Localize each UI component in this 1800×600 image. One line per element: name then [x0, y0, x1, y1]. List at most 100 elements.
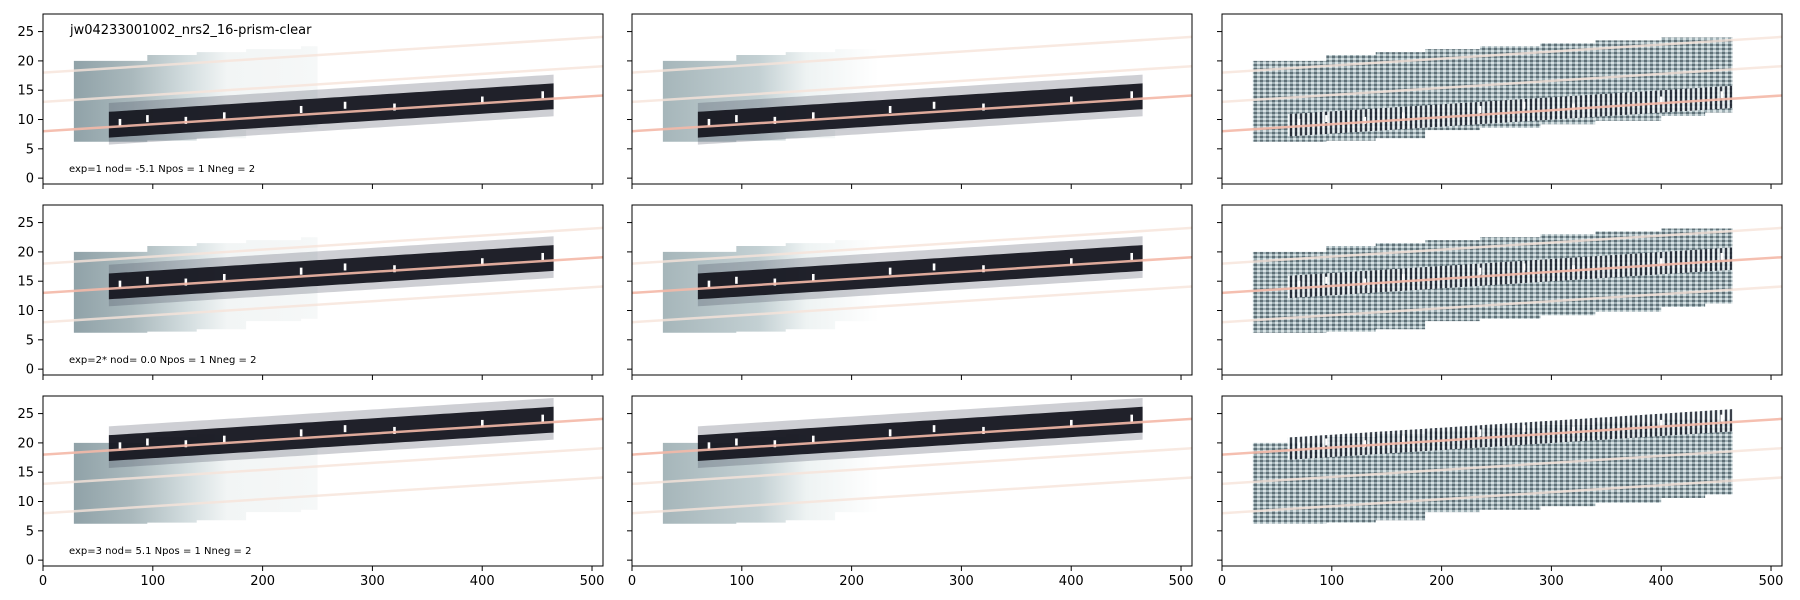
trace-line: [43, 446, 603, 486]
row-annotation: exp=3 nod= 5.1 Npos = 1 Nneg = 2: [69, 546, 251, 557]
trace-line: [1222, 476, 1782, 515]
residual-band: [1287, 247, 1733, 299]
x-tick-label: 500: [1169, 574, 1194, 589]
slit-marker: [184, 116, 188, 124]
slit-marker: [1522, 425, 1526, 433]
residual-band: [1287, 409, 1733, 460]
trace-line: [43, 226, 603, 265]
slit-marker: [118, 280, 122, 288]
slit-marker: [1130, 252, 1134, 260]
slit-marker: [1522, 263, 1526, 271]
trace-line: [43, 285, 603, 324]
x-tick-label: 300: [1539, 574, 1564, 589]
slit-marker: [541, 252, 545, 260]
y-tick-label: 20: [17, 436, 34, 451]
slit-marker: [222, 435, 226, 443]
panel-frame: [631, 13, 1193, 185]
slit-marker: [1297, 280, 1301, 288]
slit-marker: [1070, 419, 1073, 427]
x-tick-label: 200: [839, 574, 864, 589]
slit-marker: [1660, 258, 1663, 266]
y-tick-label: 10: [17, 304, 34, 319]
slit-marker: [1478, 267, 1482, 275]
trace-line: [632, 476, 1192, 515]
slit-marker: [1297, 442, 1301, 450]
row-annotation: exp=1 nod= -5.1 Npos = 1 Nneg = 2: [69, 164, 255, 175]
slit-marker: [932, 101, 936, 109]
y-tick-label: 20: [17, 245, 34, 260]
slit-marker: [146, 438, 149, 446]
panel-data-row3: 0 100 200 300 400 500 0 5 10 15 20 25 exp=3 nod= 5.1…: [17, 395, 605, 589]
slit-marker: [1522, 101, 1526, 109]
slit-marker: [541, 414, 545, 422]
trace-line: [632, 226, 1192, 265]
slit-marker: [1325, 438, 1328, 446]
panel-model-row2: [627, 204, 1193, 380]
slit-marker: [1325, 276, 1328, 284]
trace-line: [43, 417, 603, 456]
slit-marker: [1720, 414, 1724, 422]
x-tick-label: 0: [39, 574, 47, 589]
slit-marker: [222, 273, 226, 282]
trace-line: [632, 285, 1192, 324]
trace-line: [1222, 226, 1782, 265]
x-tick-label: 400: [1649, 574, 1674, 589]
slit-marker: [888, 267, 892, 275]
slit-marker: [707, 280, 711, 288]
slit-marker: [1572, 103, 1575, 111]
panel-frame: [1221, 395, 1783, 567]
trace-line: [1222, 446, 1782, 486]
slit-marker: [1363, 116, 1367, 124]
slit-marker: [146, 276, 149, 284]
trace-line: [1222, 64, 1782, 104]
trace-line: [632, 94, 1192, 133]
panel-frame: [42, 395, 604, 567]
y-tick-label: 0: [26, 554, 34, 569]
slit-marker: [1660, 419, 1663, 427]
slit-marker: [707, 442, 711, 450]
trace-band: [697, 245, 1143, 300]
slit-marker: [393, 426, 396, 434]
trace-line: [43, 64, 603, 104]
slit-marker: [393, 265, 396, 273]
x-tick-label: 500: [580, 574, 605, 589]
trace-line: [1222, 35, 1782, 74]
trace-line: [1222, 94, 1782, 133]
slit-marker: [393, 103, 396, 111]
slit-marker: [1572, 265, 1575, 273]
trace-line: [1222, 255, 1782, 295]
slit-marker: [184, 440, 188, 448]
slit-marker: [932, 425, 936, 433]
slit-marker: [707, 118, 711, 126]
slit-marker: [1720, 91, 1724, 99]
slit-marker: [1130, 91, 1134, 99]
figure-title: jw04233001002_nrs2_16-prism-clear: [69, 23, 312, 38]
x-tick-label: 100: [140, 574, 165, 589]
y-tick-label: 10: [17, 113, 34, 128]
slit-marker: [222, 112, 226, 120]
y-tick-label: 5: [26, 333, 34, 348]
slit-marker: [735, 438, 738, 446]
x-tick-label: 200: [250, 574, 275, 589]
y-tick-label: 15: [17, 466, 34, 481]
residual-band: [1287, 85, 1733, 137]
y-tick-label: 15: [17, 84, 34, 99]
panel-data-row2: 0 5 10 15 20 25 exp=2* nod= 0.0 Npos = 1 Nneg …: [17, 204, 604, 380]
trace-line: [632, 417, 1192, 456]
panel-frame: [1221, 13, 1783, 185]
panel-residual-row2: [1217, 204, 1783, 380]
trace-line: [43, 94, 603, 133]
slit-marker: [1297, 118, 1301, 126]
x-tick-label: 400: [1059, 574, 1084, 589]
slit-marker: [1363, 440, 1367, 448]
slit-marker: [982, 103, 985, 111]
panel-frame: [42, 204, 604, 376]
slit-marker: [888, 105, 892, 114]
slit-marker: [735, 276, 738, 284]
slit-marker: [811, 273, 815, 282]
trace-line: [632, 255, 1192, 295]
x-tick-label: 500: [1759, 574, 1784, 589]
trace-line: [632, 64, 1192, 104]
y-tick-label: 0: [26, 172, 34, 187]
slit-marker: [811, 112, 815, 120]
